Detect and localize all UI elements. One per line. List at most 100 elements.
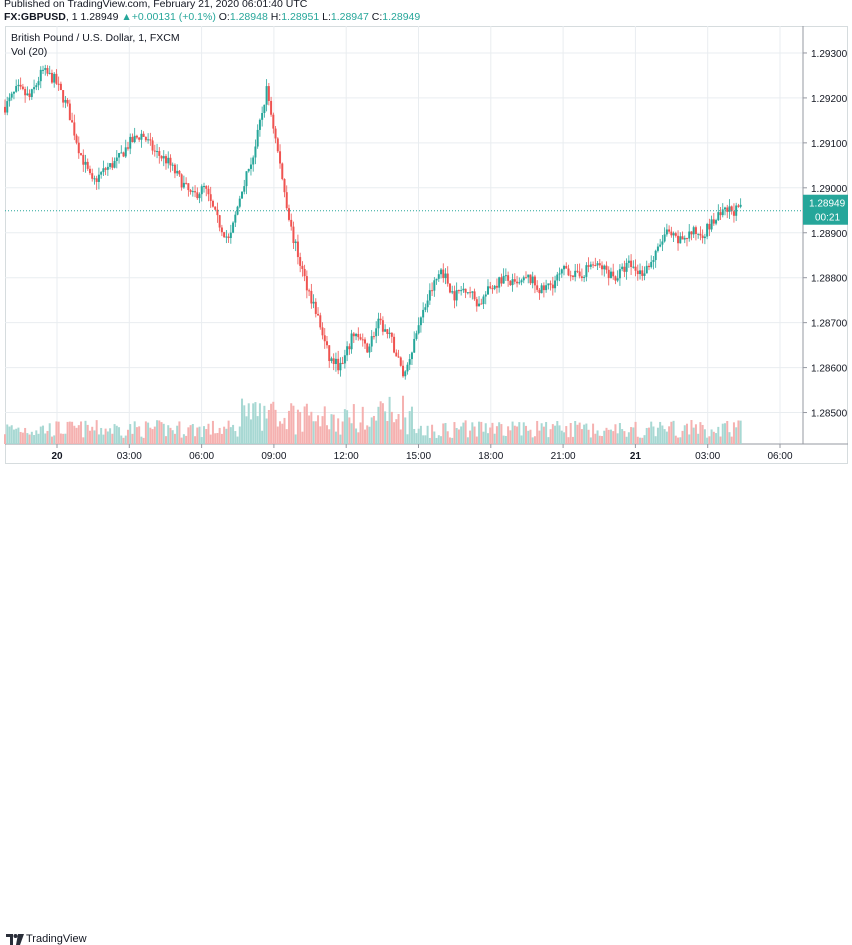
candle-body (375, 328, 378, 337)
volume-bar (721, 423, 724, 444)
volume-bar (153, 426, 156, 444)
volume-bar (167, 425, 170, 444)
volume-bar (287, 410, 290, 444)
volume-bar (305, 403, 308, 444)
volume-bar (319, 426, 322, 444)
candle-body (305, 276, 308, 291)
volume-bar (337, 418, 340, 444)
volume-bar (482, 431, 485, 444)
candle-body (88, 168, 91, 174)
candle-body (549, 283, 552, 285)
price-chart[interactable]: 1.29300 1.29200 1.29100 1.29000 1.28900 1.288… (0, 0, 852, 485)
volume-bar (708, 436, 711, 444)
candle-body (424, 307, 427, 310)
candle-body (670, 231, 673, 236)
candle-body (735, 205, 738, 216)
price-tag-value: 1.28949 (809, 199, 846, 210)
tradingview-brand[interactable]: TradingView (26, 933, 87, 945)
volume-bar (455, 428, 458, 444)
volume-bar (198, 426, 201, 444)
candle-body (187, 183, 190, 191)
candle-body (442, 269, 445, 279)
candle-body (308, 290, 311, 292)
candle-body (395, 352, 398, 357)
candle-body (717, 212, 720, 221)
published-info: Published on TradingView.com, February 2… (4, 0, 308, 10)
volume-bar (113, 424, 116, 444)
volume-bar (576, 424, 579, 444)
candle-body (86, 161, 89, 169)
candle-body (724, 207, 727, 210)
up-arrow-icon: ▲ (121, 11, 132, 23)
candle-body (151, 140, 154, 151)
candle-body (279, 151, 282, 164)
volume-bar (249, 419, 252, 444)
candle-body (274, 128, 277, 139)
candle-body (359, 337, 362, 340)
volume-bar (616, 433, 619, 444)
candle-body (596, 263, 599, 266)
volume-bar (370, 417, 373, 444)
candle-body (645, 265, 648, 274)
volume-bar (346, 410, 349, 444)
candle-body (565, 266, 568, 269)
volume-bar (598, 435, 601, 444)
candle-body (120, 152, 123, 154)
candle-body (171, 164, 174, 166)
volume-bar (223, 426, 226, 444)
volume-bar (399, 429, 402, 444)
candle-body (379, 318, 382, 321)
volume-bar (106, 431, 109, 444)
candle-body (294, 241, 297, 244)
candle-body (587, 265, 590, 267)
candle-body (632, 266, 635, 268)
candle-body (408, 359, 411, 365)
volume-bar (37, 433, 40, 444)
candle-body (189, 190, 192, 192)
volume-bar (464, 420, 467, 444)
volume-bar (21, 432, 24, 444)
volume-bar (433, 431, 436, 444)
candle-body (384, 329, 387, 332)
volume-bar (659, 421, 662, 444)
volume-bar (585, 423, 588, 444)
candle-body (614, 276, 617, 281)
volume-bar (173, 433, 176, 444)
volume-bar (390, 411, 393, 444)
volume-bar (366, 425, 369, 444)
candle-body (560, 269, 563, 274)
candle-body (350, 333, 353, 350)
candle-body (683, 237, 686, 240)
volume-bar (66, 421, 69, 444)
candle-body (569, 275, 572, 277)
volume-bar (395, 419, 398, 444)
candle-body (609, 271, 612, 279)
candle-body (310, 290, 313, 304)
candle-body (393, 336, 396, 353)
close-value: 1.28949 (382, 11, 421, 23)
volume-bar (122, 437, 125, 444)
volume-bar (8, 426, 11, 444)
candle-body (71, 120, 74, 123)
candle-body (261, 113, 264, 120)
candle-body (533, 276, 536, 286)
volume-bar (35, 430, 38, 444)
volume-bar (520, 435, 523, 444)
candle-body (397, 356, 400, 358)
volume-bar (323, 406, 326, 444)
candle-body (571, 275, 574, 277)
candle-body (612, 271, 615, 277)
volume-bar (142, 437, 145, 444)
volume-bar (118, 427, 121, 444)
candle-body (368, 346, 371, 353)
candle-body (95, 178, 98, 182)
volume-bar (574, 421, 577, 444)
volume-bar (647, 427, 650, 444)
candle-body (491, 288, 494, 290)
volume-bar (668, 426, 671, 444)
candle-body (417, 325, 420, 334)
volume-bar (44, 433, 47, 444)
candle-body (688, 231, 691, 239)
volume-bar (466, 437, 469, 444)
volume-bar (484, 423, 487, 444)
